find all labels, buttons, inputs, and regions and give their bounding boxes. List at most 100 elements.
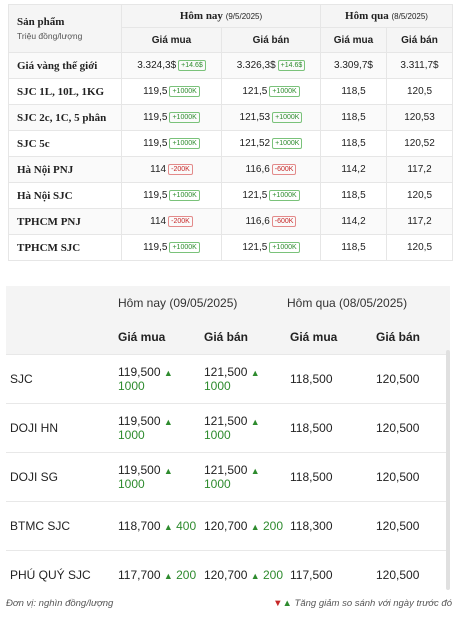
table-row: Hà Nội PNJ 114 -200K 116,6 -600K 114,2 117,2 bbox=[8, 156, 453, 183]
unit-header: Triệu đồng/lượng bbox=[17, 31, 83, 41]
table-row: DOJI SG 119,500 ▲ 1000 121,500 ▲ 1000 118,500… bbox=[6, 452, 450, 502]
yesterday-sell: 120,500 bbox=[372, 550, 450, 596]
price-value: 121,5 bbox=[242, 86, 268, 97]
yesterday-sell: 120,52 bbox=[386, 130, 453, 157]
detail-table: Hôm nay (09/05/2025) Hôm qua (08/05/2025… bbox=[6, 286, 450, 596]
product-header-cell: Sản phẩm Triệu đồng/lượng bbox=[8, 4, 122, 53]
change-badge: +1000K bbox=[269, 242, 300, 253]
today-sell: 116,6 -600K bbox=[221, 156, 321, 183]
change-badge: +14.6$ bbox=[277, 60, 306, 71]
yesterday-buy-header-2: Giá mua bbox=[286, 320, 372, 355]
triangle-up-icon: ▲ bbox=[163, 368, 173, 378]
yesterday-sell: 117,2 bbox=[386, 208, 453, 235]
product-header: Sản phẩm bbox=[17, 16, 65, 28]
price-value: 116,6 bbox=[245, 216, 270, 227]
change-badge: +1000K bbox=[169, 86, 200, 97]
change-badge: +1000K bbox=[269, 190, 300, 201]
table-row: Giá vàng thế giới 3.324,3$ +14.6$ 3.326,3$ +… bbox=[8, 52, 453, 79]
today-sell: 121,500 ▲ 1000 bbox=[200, 452, 286, 502]
price-value: 119,500 bbox=[118, 365, 161, 379]
today-buy: 114 -200K bbox=[121, 156, 222, 183]
today-sell-header: Giá bán bbox=[221, 27, 321, 53]
today-header-2: Hôm nay (09/05/2025) bbox=[114, 286, 286, 320]
table-row: SJC 1L, 10L, 1KG 119,5 +1000K 121,5 +1000K 11… bbox=[8, 78, 453, 105]
scrollbar[interactable] bbox=[446, 350, 450, 590]
product-name: TPHCM PNJ bbox=[8, 208, 122, 235]
product-name: Giá vàng thế giới bbox=[8, 52, 122, 79]
change-value: 1000 bbox=[204, 428, 231, 442]
triangle-up-icon: ▲ bbox=[250, 417, 260, 427]
product-name: TPHCM SJC bbox=[8, 234, 122, 261]
today-buy: 119,5 +1000K bbox=[121, 130, 222, 157]
today-buy: 119,5 +1000K bbox=[121, 182, 222, 209]
today-header: Hôm nay (9/5/2025) bbox=[121, 4, 321, 28]
today-buy: 3.324,3$ +14.6$ bbox=[121, 52, 222, 79]
yesterday-sell: 120,5 bbox=[386, 78, 453, 105]
price-value: 119,5 bbox=[143, 112, 168, 123]
brand-name: SJC bbox=[6, 354, 114, 404]
change-badge: +1000K bbox=[169, 242, 200, 253]
yesterday-sell: 117,2 bbox=[386, 156, 453, 183]
yesterday-sell: 120,53 bbox=[386, 104, 453, 131]
yesterday-buy: 118,5 bbox=[320, 182, 387, 209]
price-value: 121,5 bbox=[242, 242, 268, 253]
table-row: Hà Nội SJC 119,5 +1000K 121,5 +1000K 118,5 120… bbox=[8, 182, 453, 209]
change-badge: +1000K bbox=[169, 112, 200, 123]
today-buy: 117,700 ▲ 200 bbox=[114, 550, 200, 596]
brand-name: PHÚ QUÝ SJC bbox=[6, 550, 114, 596]
today-buy-header-2: Giá mua bbox=[114, 320, 200, 355]
today-buy: 119,500 ▲ 1000 bbox=[114, 452, 200, 502]
triangle-up-icon: ▲ bbox=[250, 571, 260, 581]
price-value: 121,5 bbox=[242, 190, 268, 201]
change-value: 400 bbox=[176, 519, 197, 533]
price-value: 3.326,3$ bbox=[236, 60, 276, 71]
change-badge: -200K bbox=[168, 164, 193, 175]
triangle-down-icon: ▼ bbox=[273, 598, 283, 609]
gold-price-table-summary: Sản phẩm Triệu đồng/lượng Hôm nay (9/5/2… bbox=[8, 4, 453, 261]
today-sell: 120,700 ▲ 200 bbox=[200, 550, 286, 596]
price-value: 119,5 bbox=[143, 138, 168, 149]
yesterday-label: Hôm qua bbox=[345, 10, 389, 22]
product-name: SJC 2c, 1C, 5 phân bbox=[8, 104, 122, 131]
change-badge: +1000K bbox=[272, 112, 303, 123]
price-value: 120,700 bbox=[204, 568, 248, 582]
yesterday-buy: 118,5 bbox=[320, 104, 387, 131]
today-sell: 121,5 +1000K bbox=[221, 182, 321, 209]
today-buy: 114 -200K bbox=[121, 208, 222, 235]
today-buy: 119,5 +1000K bbox=[121, 234, 222, 261]
change-value: 200 bbox=[263, 568, 284, 582]
table-row: BTMC SJC 118,700 ▲ 400 120,700 ▲ 200 118,30… bbox=[6, 501, 450, 551]
price-value: 119,500 bbox=[118, 463, 161, 477]
today-sell-header-2: Giá bán bbox=[200, 320, 286, 355]
yesterday-sell: 120,5 bbox=[386, 234, 453, 261]
yesterday-sell-header-2: Giá bán bbox=[372, 320, 450, 355]
brand-name: BTMC SJC bbox=[6, 501, 114, 551]
today-sell: 116,6 -600K bbox=[221, 208, 321, 235]
table-row: SJC 5c 119,5 +1000K 121,52 +1000K 118,5 120,52 bbox=[8, 130, 453, 157]
price-value: 114 bbox=[150, 216, 167, 227]
today-label: Hôm nay bbox=[179, 10, 223, 22]
price-value: 121,500 bbox=[204, 463, 248, 477]
today-sell: 121,52 +1000K bbox=[221, 130, 321, 157]
gold-price-table-detail[interactable]: Hôm nay (09/05/2025) Hôm qua (08/05/2025… bbox=[6, 286, 450, 596]
legend-note-wrap: ▼▲ Tăng giảm so sánh với ngày trước đó bbox=[273, 598, 452, 609]
yesterday-sell: 3.311,7$ bbox=[386, 52, 453, 79]
change-badge: -600K bbox=[271, 216, 297, 227]
yesterday-buy: 118,300 bbox=[286, 501, 372, 551]
price-value: 119,5 bbox=[143, 86, 168, 97]
change-badge: +1000K bbox=[269, 86, 300, 97]
today-sell: 121,5 +1000K bbox=[221, 78, 321, 105]
legend-note: Tăng giảm so sánh với ngày trước đó bbox=[294, 598, 452, 609]
yesterday-buy: 118,500 bbox=[286, 354, 372, 404]
table-row: TPHCM PNJ 114 -200K 116,6 -600K 114,2 117,2 bbox=[8, 208, 453, 235]
change-value: 1000 bbox=[118, 379, 145, 393]
yesterday-buy: 118,5 bbox=[320, 130, 387, 157]
product-name: Hà Nội PNJ bbox=[8, 156, 122, 183]
today-sell: 121,5 +1000K bbox=[221, 234, 321, 261]
change-badge: +1000K bbox=[169, 190, 200, 201]
price-value: 118,700 bbox=[118, 519, 161, 533]
table-row: DOJI HN 119,500 ▲ 1000 121,500 ▲ 1000 118,500… bbox=[6, 403, 450, 453]
yesterday-header-2: Hôm qua (08/05/2025) bbox=[286, 286, 450, 320]
yesterday-date: (8/5/2025) bbox=[391, 12, 428, 21]
triangle-up-icon: ▲ bbox=[163, 417, 173, 427]
